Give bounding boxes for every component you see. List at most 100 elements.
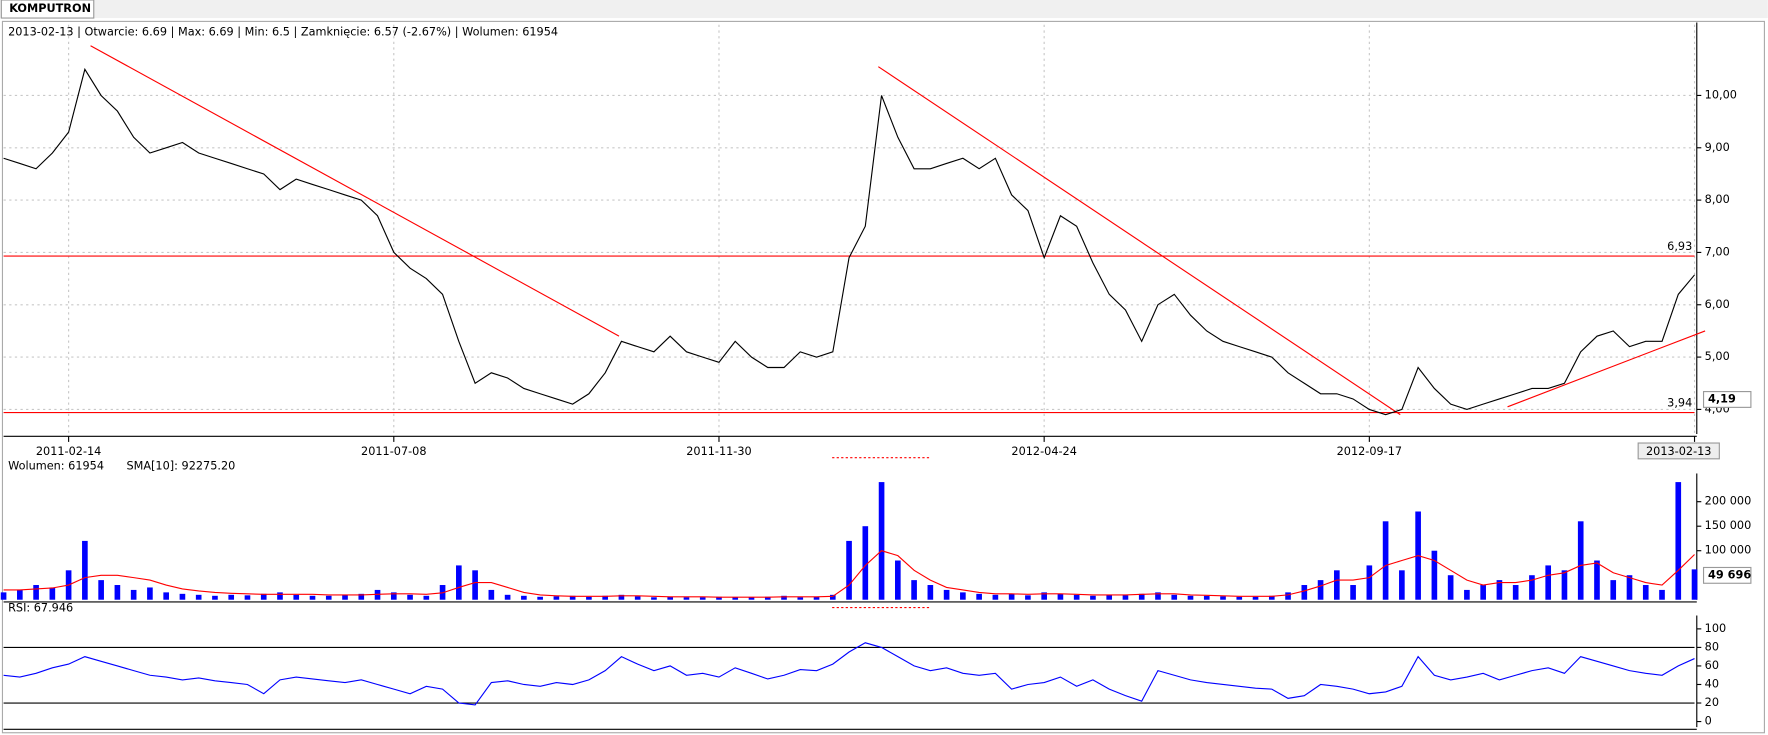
y-tick-label: 5,00 (1705, 350, 1730, 363)
volume-bar (1025, 595, 1031, 600)
volume-bar (1285, 592, 1291, 600)
volume-bar (472, 570, 478, 600)
volume-bar (667, 596, 674, 600)
volume-bar (147, 587, 153, 600)
y-tick-label: 150 000 (1705, 519, 1752, 532)
volume-bar (228, 594, 235, 600)
volume-bar (618, 594, 625, 600)
tab-label[interactable]: KOMPUTRON (9, 2, 91, 15)
y-tick-label: 60 (1705, 659, 1719, 672)
volume-bar (911, 580, 917, 600)
volume-bar (1691, 569, 1698, 600)
volume-bar (407, 594, 413, 600)
volume-bar (130, 589, 137, 600)
volume-bar (179, 593, 186, 600)
level-label: 3,94 (1667, 397, 1692, 410)
volume-bar (0, 592, 7, 600)
volume-bar (1041, 592, 1047, 600)
volume-bar (1496, 580, 1503, 600)
volume-bar (212, 595, 218, 600)
y-tick-label: 9,00 (1705, 141, 1730, 154)
x-tick-label: 2011-02-14 (36, 445, 101, 458)
volume-bar (683, 597, 690, 600)
y-tick-label: 40 (1705, 677, 1719, 690)
volume-bar (927, 585, 934, 600)
volume-bar (1268, 595, 1275, 600)
volume-bar (1317, 580, 1324, 600)
series-line (3, 642, 1695, 706)
volume-bar (358, 593, 365, 600)
volume-bar (716, 596, 722, 600)
volume-bar (390, 592, 397, 600)
x-tick-label: 2012-09-17 (1337, 445, 1402, 458)
x-tick-label: 2011-11-30 (686, 445, 751, 458)
volume-bar (553, 596, 560, 600)
volume-bar (651, 597, 657, 600)
volume-bar (846, 540, 852, 600)
volume-bar (1008, 593, 1015, 600)
volume-bar (732, 597, 739, 600)
volume-bar (878, 482, 885, 600)
volume-bar (504, 594, 511, 600)
y-tick-label: 6,00 (1705, 298, 1730, 311)
volume-bar (1090, 595, 1096, 600)
volume-bar (1203, 595, 1210, 600)
volume-bar (1155, 592, 1161, 600)
value-box (1702, 391, 1752, 408)
tab[interactable] (0, 0, 95, 19)
volume-bar (1122, 595, 1129, 600)
volume-bar (1431, 550, 1438, 600)
volume-bar (17, 589, 23, 600)
value-box (1702, 566, 1752, 584)
volume-bar (1447, 575, 1454, 600)
volume-bar (1594, 560, 1600, 600)
y-tick-label: 0 (1705, 715, 1712, 728)
volume-bar (976, 593, 982, 600)
volume-bar (1252, 596, 1259, 600)
volume-bar (163, 592, 169, 600)
level-label: 6,93 (1667, 240, 1692, 253)
volume-bar (423, 595, 430, 600)
date-box (1637, 442, 1720, 460)
chart-area (1, 20, 1765, 734)
volume-bar (260, 593, 267, 600)
volume-bar (195, 594, 202, 600)
volume-bar (764, 596, 771, 600)
trend-line (1507, 330, 1706, 408)
y-tick-label: 7,00 (1705, 245, 1730, 258)
volume-bar (1073, 594, 1080, 600)
volume-bar (634, 596, 641, 600)
volume-bar (895, 560, 901, 600)
volume-bar (1171, 594, 1178, 600)
volume-bar (1561, 570, 1568, 600)
volume-bar (862, 526, 869, 600)
volume-bar (1334, 570, 1340, 600)
volume-bar (1610, 580, 1617, 600)
volume-bar (1301, 585, 1308, 600)
volume-bar (1480, 585, 1486, 600)
volume-bar (699, 597, 706, 600)
volume-bar (1220, 596, 1226, 600)
y-tick-label: 100 000 (1705, 544, 1752, 557)
volume-bar (829, 594, 836, 600)
trend-line (878, 66, 1401, 416)
x-tick-label: 2011-07-08 (361, 445, 426, 458)
series-line (3, 67, 1695, 416)
volume-bar (569, 595, 576, 600)
volume-bar (293, 594, 300, 600)
volume-bar (960, 592, 966, 600)
volume-bar (797, 597, 804, 600)
volume-bar (537, 596, 543, 600)
volume-bar (277, 592, 283, 600)
volume-bar (943, 589, 950, 600)
tab-bar (0, 0, 1768, 19)
legend-entry: RSI: 67.946 (8, 602, 73, 615)
volume-bar (521, 595, 527, 600)
y-tick-label: 8,00 (1705, 193, 1730, 206)
volume-bar (1350, 585, 1356, 600)
volume-bar (1626, 575, 1633, 600)
volume-bar (586, 596, 592, 600)
volume-bar (488, 589, 495, 600)
volume-bar (342, 594, 348, 600)
volume-bar (1057, 593, 1064, 600)
